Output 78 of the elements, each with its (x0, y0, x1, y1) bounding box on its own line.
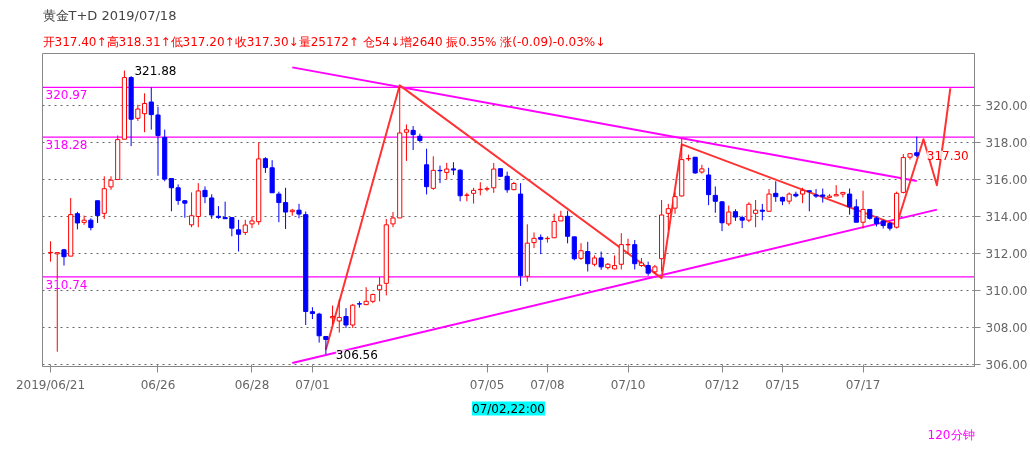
chart-title: 黄金T+D 2019/07/18 (42, 7, 177, 23)
ref-line-label: 320.97 (45, 88, 88, 103)
x-tick-label: 07/10 (610, 377, 646, 392)
candlestick (571, 236, 577, 261)
candlestick (538, 233, 544, 255)
x-tick-label: 07/08 (530, 377, 565, 392)
candlestick (155, 106, 161, 177)
candlestick (578, 242, 584, 261)
candlestick (672, 191, 678, 215)
x-tick-label: 06/26 (140, 377, 176, 392)
candlestick (860, 190, 866, 230)
candlestick (484, 185, 490, 192)
candlestick (94, 200, 101, 224)
candlestick (806, 190, 812, 212)
y-tick-label: 306.00 (985, 358, 1028, 373)
candlestick (551, 213, 557, 239)
candlestick (726, 205, 732, 227)
candlestick (598, 250, 604, 271)
candlestick (350, 303, 356, 329)
candlestick (665, 203, 671, 231)
candlestick (403, 123, 410, 162)
x-tick-label: 06/28 (234, 377, 270, 392)
y-tick-label: 314.00 (985, 209, 1028, 224)
text: 120分钟 (927, 427, 975, 442)
candlestick (719, 200, 725, 232)
x-tick-label: 2019/06/21 (15, 377, 86, 392)
candlestick (323, 336, 329, 355)
candlestick (531, 231, 537, 249)
candlestick (712, 185, 718, 214)
text: 07/02,22:00 (472, 401, 545, 416)
annotation: 317.30 (926, 148, 969, 163)
candlestick (336, 298, 342, 334)
y-tick-label: 318.00 (985, 135, 1028, 150)
candlestick (565, 210, 571, 244)
candlestick (847, 188, 853, 216)
chart-subtitle: 开317.40↑高318.31↑低317.20↑收317.30↓量25172↑ 仓54↓增2640 振0.35% 涨(-0.09)-0.03%↓ (42, 34, 606, 49)
y-tick-label: 316.00 (985, 172, 1028, 187)
candlestick (632, 239, 638, 270)
candlestick (188, 191, 195, 228)
candlestick (410, 125, 416, 151)
y-tick-label: 312.00 (985, 247, 1028, 262)
candlestick (853, 198, 859, 223)
x-tick-label: 07/15 (765, 377, 800, 392)
x-tick-label: 07/17 (845, 377, 881, 392)
annotation: 321.88 (134, 64, 177, 79)
candlestick (914, 136, 920, 158)
candlestick (168, 177, 174, 212)
candlestick (766, 188, 772, 212)
y-tick-label: 308.00 (985, 321, 1028, 336)
candlestick (390, 211, 396, 228)
candlestick (296, 203, 302, 219)
candlestick (585, 241, 591, 272)
x-tick-label: 07/01 (295, 377, 330, 392)
y-tick-label: 320.00 (985, 98, 1028, 113)
candlestick (108, 175, 114, 191)
ref-line-label: 310.74 (45, 277, 88, 292)
candlestick (706, 167, 712, 206)
candlestick (343, 307, 349, 329)
candlestick (202, 185, 208, 204)
candlestick (424, 148, 430, 195)
x-tick-label: 07/05 (469, 377, 505, 392)
candlestick (558, 210, 564, 222)
candlestick (316, 312, 322, 344)
x-tick-label: 07/12 (704, 377, 740, 392)
candlestick (491, 162, 497, 194)
candlestick (437, 165, 443, 184)
candlestick (209, 193, 215, 220)
annotation: 306.56 (335, 347, 378, 362)
y-tick-label: 310.00 (985, 284, 1028, 299)
candlestick (773, 180, 779, 203)
candlestick (430, 155, 436, 191)
ref-line-label: 318.28 (45, 138, 88, 153)
candlestick (148, 86, 154, 131)
candlestick (329, 305, 336, 325)
candlestick (61, 248, 67, 267)
candlestick (235, 219, 242, 252)
candlestick (81, 215, 87, 226)
candlestick (464, 192, 470, 202)
